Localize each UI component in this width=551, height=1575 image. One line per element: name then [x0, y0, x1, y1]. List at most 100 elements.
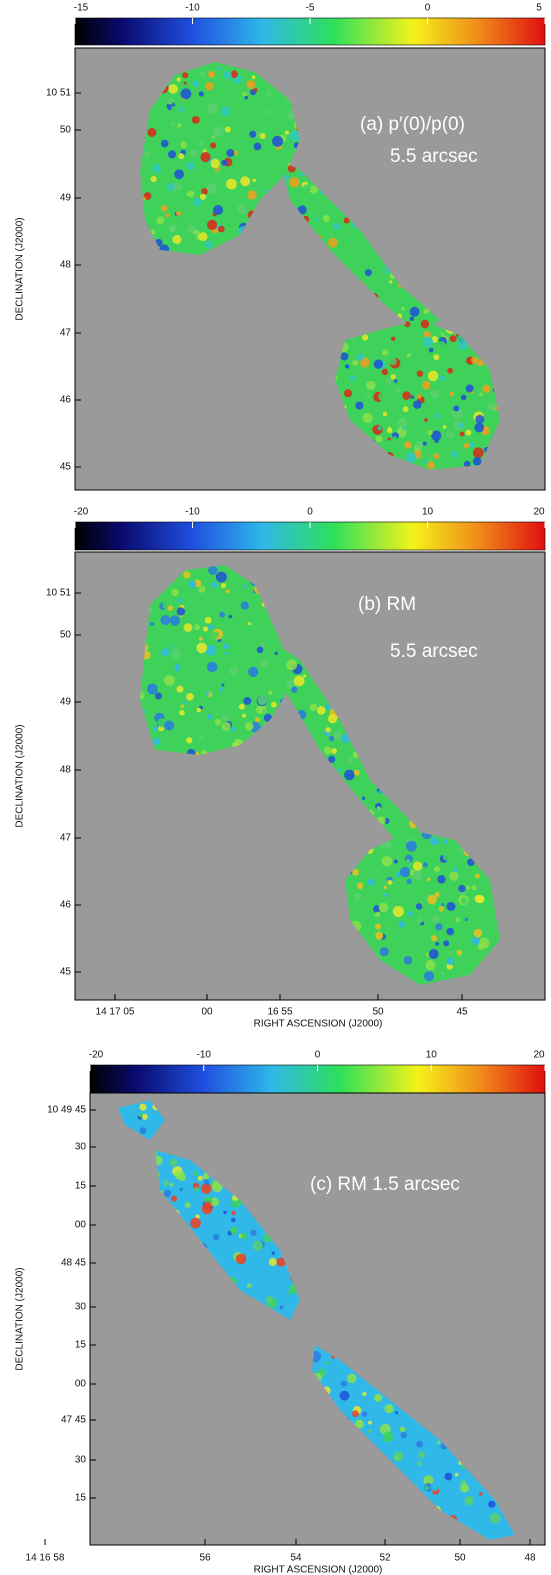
source-region: [280, 160, 440, 335]
speckle: [257, 695, 268, 706]
speckle: [406, 352, 412, 358]
speckle: [205, 691, 210, 696]
speckle: [405, 840, 417, 852]
speckle: [332, 223, 341, 231]
colorbar-tick-label: -10: [197, 1050, 212, 1061]
speckle: [247, 616, 255, 624]
speckle: [422, 862, 428, 868]
speckle: [405, 451, 417, 463]
colorbar-tick-label: -20: [74, 507, 89, 518]
speckle: [180, 141, 187, 149]
speckle: [409, 316, 415, 322]
y-tick-label: 30: [75, 1455, 87, 1466]
speckle: [352, 1410, 359, 1418]
speckle: [340, 352, 349, 361]
speckle: [203, 1179, 210, 1185]
speckle: [433, 354, 440, 361]
speckle: [409, 306, 420, 317]
speckle: [343, 217, 350, 224]
speckle: [354, 1419, 364, 1429]
speckle: [297, 694, 308, 705]
speckle: [356, 882, 364, 890]
speckle: [206, 219, 218, 230]
speckle: [210, 142, 217, 149]
x-tick-label: 14 17 05: [96, 1007, 135, 1018]
speckle: [367, 878, 375, 886]
speckle: [327, 714, 338, 724]
speckle: [231, 1217, 236, 1223]
panel-annotation: (b) RM: [358, 594, 416, 615]
speckle: [465, 384, 474, 393]
speckle: [355, 369, 365, 379]
speckle: [379, 293, 390, 304]
speckle: [197, 1175, 203, 1181]
speckle: [178, 1173, 186, 1181]
speckle: [481, 928, 485, 932]
source-region: [155, 1150, 300, 1320]
speckle: [434, 891, 440, 898]
speckle: [415, 903, 423, 910]
speckle: [433, 453, 440, 460]
speckle: [428, 949, 439, 960]
speckle: [422, 380, 431, 390]
speckle: [442, 839, 448, 845]
speckle: [246, 1283, 252, 1289]
speckle: [259, 133, 266, 139]
speckle: [221, 683, 225, 687]
speckle: [403, 898, 414, 909]
speckle: [223, 643, 229, 650]
speckle: [434, 438, 439, 444]
speckle: [412, 400, 422, 409]
speckle: [207, 63, 212, 68]
speckle: [465, 885, 471, 890]
speckle: [444, 1472, 453, 1481]
speckle: [245, 199, 254, 207]
speckle: [216, 168, 228, 179]
speckle: [451, 1498, 461, 1508]
speckle: [233, 150, 239, 156]
speckle: [176, 77, 182, 82]
speckle: [451, 450, 459, 458]
speckle: [434, 964, 444, 974]
speckle: [430, 1482, 439, 1492]
speckle: [439, 375, 446, 382]
speckle: [412, 861, 423, 871]
speckle: [325, 1361, 330, 1365]
speckle: [366, 380, 376, 391]
speckle: [178, 153, 185, 160]
speckle: [223, 70, 232, 80]
y-tick-label: 50: [60, 630, 72, 641]
speckle: [199, 193, 207, 200]
speckle: [456, 949, 463, 956]
y-tick-label: 47 45: [61, 1415, 86, 1426]
speckle: [170, 1195, 178, 1202]
speckle: [186, 161, 195, 171]
speckle: [389, 357, 397, 366]
speckle: [435, 941, 440, 946]
speckle: [471, 356, 479, 364]
colorbar-tick-label: 0: [315, 1050, 321, 1061]
speckle: [494, 406, 498, 410]
speckle: [416, 878, 427, 888]
speckle: [183, 623, 193, 632]
speckle: [460, 394, 467, 401]
speckle: [389, 280, 393, 284]
speckle: [244, 95, 248, 100]
speckle: [186, 192, 190, 196]
speckle: [447, 367, 453, 374]
speckle: [474, 873, 480, 879]
speckle: [328, 735, 335, 742]
x-tick-label: 56: [199, 1553, 211, 1564]
speckle: [163, 1189, 172, 1198]
speckle: [255, 717, 261, 723]
colorbar-tick-label: -20: [89, 1050, 104, 1061]
colorbar-tick-label: 0: [307, 507, 313, 518]
speckle: [431, 935, 438, 942]
speckle: [228, 614, 233, 619]
speckle: [393, 859, 398, 864]
speckle: [198, 140, 204, 147]
speckle: [446, 901, 456, 911]
speckle: [238, 703, 245, 710]
speckle: [383, 885, 387, 890]
speckle: [231, 1210, 236, 1216]
